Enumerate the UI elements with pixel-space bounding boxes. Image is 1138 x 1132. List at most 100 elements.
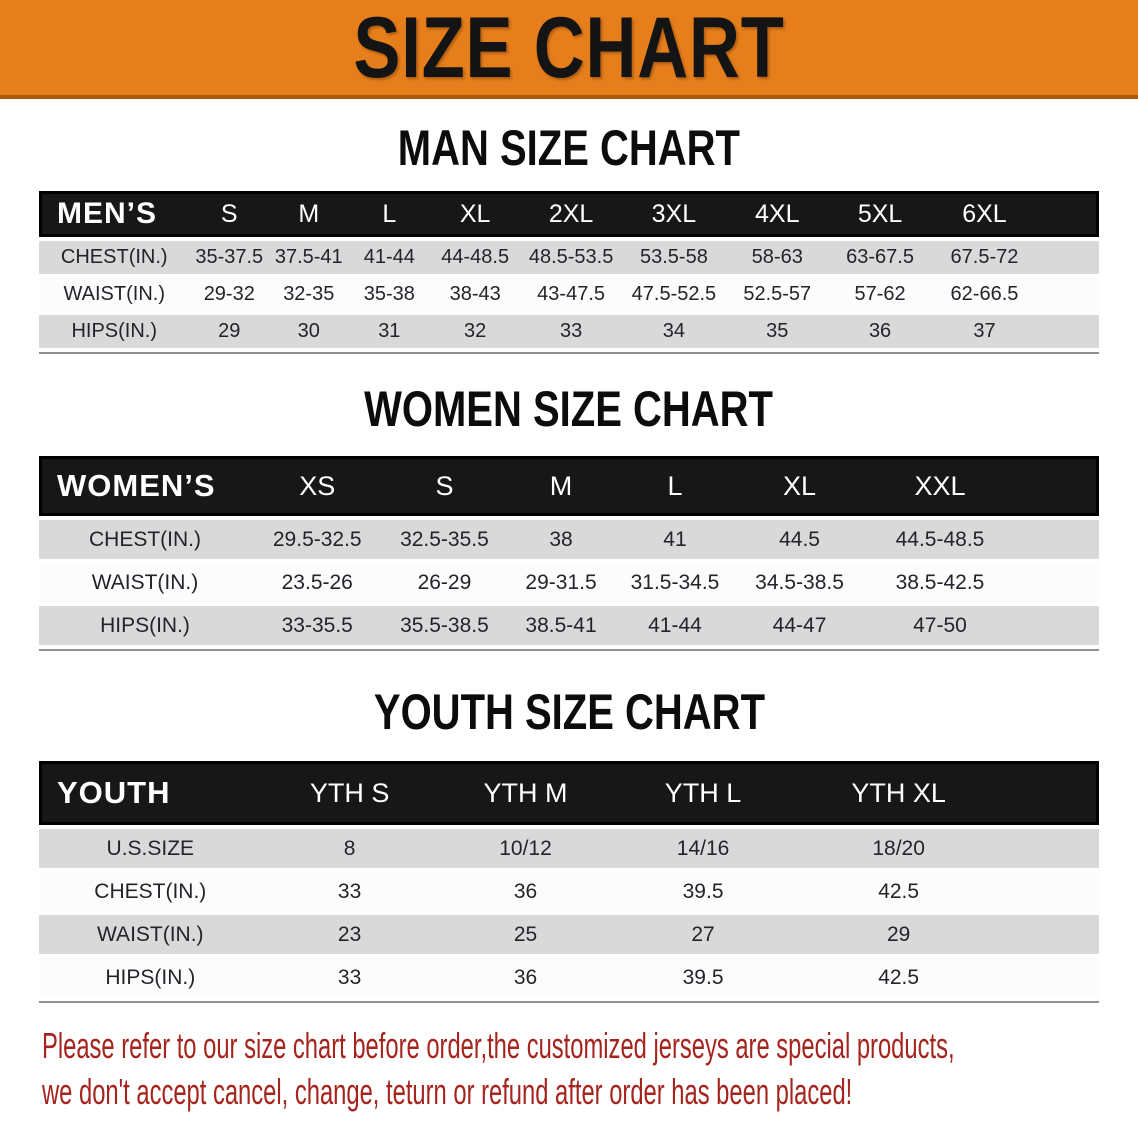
measurement-value: 32 (430, 315, 521, 348)
table-row: CHEST(IN.) 35-37.5 37.5-41 41-44 44-48.5 48.5… (39, 241, 1099, 274)
measurement-value: 42.5 (792, 958, 1005, 997)
measurement-value: 38.5-41 (505, 606, 617, 645)
measurement-value: 35-38 (348, 278, 431, 311)
measurement-value: 44.5 (733, 520, 866, 559)
size-chart-banner: SIZE CHART (0, 0, 1138, 99)
measurement-value: 38.5-42.5 (865, 563, 1015, 602)
measurement-value: 29-32 (189, 278, 270, 311)
table-row: HIPS(IN.) 33-35.5 35.5-38.5 38.5-41 41-44 44-… (39, 606, 1099, 645)
table-row: CHEST(IN.) 29.5-32.5 32.5-35.5 38 41 44.5 44.5… (39, 520, 1099, 559)
table-row: WAIST(IN.) 23 25 27 29 (39, 915, 1099, 954)
measurement-value: 29.5-32.5 (251, 520, 384, 559)
measurement-value: 27 (613, 915, 793, 954)
row-spacer (1004, 872, 1099, 911)
disclaimer-line-2: we don't accept cancel, change, teturn o… (42, 1071, 853, 1113)
measurement-value: 35 (725, 315, 829, 348)
measurement-value: 47.5-52.5 (621, 278, 726, 311)
row-spacer (1037, 278, 1099, 311)
size-column-header: YTH S (261, 761, 438, 825)
row-label: CHEST(IN.) (39, 520, 251, 559)
table-row: HIPS(IN.) 29 30 31 32 33 34 35 36 37 (39, 315, 1099, 348)
men-section-title: MAN SIZE CHART (397, 120, 741, 176)
measurement-value: 25 (437, 915, 614, 954)
measurement-value: 39.5 (613, 958, 793, 997)
row-spacer (1014, 563, 1099, 602)
youth-section-title: YOUTH SIZE CHART (373, 684, 765, 740)
size-header-row: MEN’S S M L XL 2XL 3XL 4XL 5XL 6XL (39, 191, 1099, 237)
table-row: WAIST(IN.) 23.5-26 26-29 29-31.5 31.5-34.5 34… (39, 563, 1099, 602)
size-column-header: S (383, 456, 506, 516)
measurement-value: 30 (269, 315, 349, 348)
row-spacer (1037, 315, 1099, 348)
measurement-value: 10/12 (437, 829, 614, 868)
measurement-value: 33 (261, 872, 438, 911)
size-header-row: WOMEN’S XS S M L XL XXL (39, 456, 1099, 516)
measurement-value: 34.5-38.5 (733, 563, 866, 602)
measurement-value: 26-29 (383, 563, 506, 602)
measurement-value: 32.5-35.5 (383, 520, 506, 559)
men-size-table: MEN’S S M L XL 2XL 3XL 4XL 5XL 6XL CHEST(IN.) 35-37… (39, 187, 1099, 354)
measurement-value: 48.5-53.5 (520, 241, 622, 274)
measurement-value: 31.5-34.5 (616, 563, 734, 602)
size-column-header: YTH XL (792, 761, 1005, 825)
measurement-value: 33-35.5 (251, 606, 384, 645)
measurement-value: 29-31.5 (505, 563, 617, 602)
youth-size-table: YOUTH YTH S YTH M YTH L YTH XL U.S.SIZE 8 10/12… (39, 757, 1099, 1003)
row-label: CHEST(IN.) (39, 241, 190, 274)
size-header-row: YOUTH YTH S YTH M YTH L YTH XL (39, 761, 1099, 825)
table-row: U.S.SIZE 8 10/12 14/16 18/20 (39, 829, 1099, 868)
men-size-section: MAN SIZE CHART MEN’S S M L XL 2XL 3XL 4XL 5XL 6XL… (0, 123, 1138, 354)
size-column-header: XS (251, 456, 384, 516)
size-column-header: 6XL (931, 191, 1038, 237)
measurement-value: 41-44 (616, 606, 734, 645)
measurement-value: 34 (621, 315, 726, 348)
measurement-value: 29 (189, 315, 270, 348)
size-column-header: XXL (865, 456, 1015, 516)
row-label: WAIST(IN.) (39, 563, 251, 602)
size-column-header: M (269, 191, 349, 237)
measurement-value: 44-48.5 (430, 241, 521, 274)
measurement-value: 14/16 (613, 829, 793, 868)
measurement-value: 62-66.5 (931, 278, 1038, 311)
measurement-value: 47-50 (865, 606, 1015, 645)
row-label: WAIST(IN.) (39, 278, 190, 311)
row-label: U.S.SIZE (39, 829, 262, 868)
measurement-value: 8 (261, 829, 438, 868)
size-column-header: 4XL (725, 191, 829, 237)
measurement-value: 33 (261, 958, 438, 997)
measurement-value: 41-44 (348, 241, 431, 274)
measurement-value: 52.5-57 (725, 278, 829, 311)
measurement-value: 35-37.5 (189, 241, 270, 274)
row-label: CHEST(IN.) (39, 872, 262, 911)
size-column-header: 2XL (520, 191, 622, 237)
measurement-value: 29 (792, 915, 1005, 954)
size-column-header: YTH L (613, 761, 793, 825)
size-column-header: L (348, 191, 431, 237)
measurement-value: 44.5-48.5 (865, 520, 1015, 559)
measurement-value: 23.5-26 (251, 563, 384, 602)
measurement-value: 41 (616, 520, 734, 559)
measurement-value: 43-47.5 (520, 278, 622, 311)
order-disclaimer: Please refer to our size chart before or… (42, 1023, 1138, 1115)
size-column-header: XL (430, 191, 521, 237)
measurement-value: 38-43 (430, 278, 521, 311)
table-group-label: MEN’S (39, 191, 190, 237)
women-section-title: WOMEN SIZE CHART (364, 381, 774, 437)
row-spacer (1004, 915, 1099, 954)
header-spacer (1037, 191, 1099, 237)
header-spacer (1014, 456, 1099, 516)
measurement-value: 36 (437, 872, 614, 911)
table-group-label: WOMEN’S (39, 456, 251, 516)
measurement-value: 37.5-41 (269, 241, 349, 274)
measurement-value: 44-47 (733, 606, 866, 645)
size-column-header: M (505, 456, 617, 516)
measurement-value: 42.5 (792, 872, 1005, 911)
measurement-value: 33 (520, 315, 622, 348)
size-column-header: S (189, 191, 270, 237)
row-label: HIPS(IN.) (39, 606, 251, 645)
row-spacer (1014, 520, 1099, 559)
size-column-header: 5XL (828, 191, 932, 237)
row-label: WAIST(IN.) (39, 915, 262, 954)
measurement-value: 57-62 (828, 278, 932, 311)
measurement-value: 38 (505, 520, 617, 559)
